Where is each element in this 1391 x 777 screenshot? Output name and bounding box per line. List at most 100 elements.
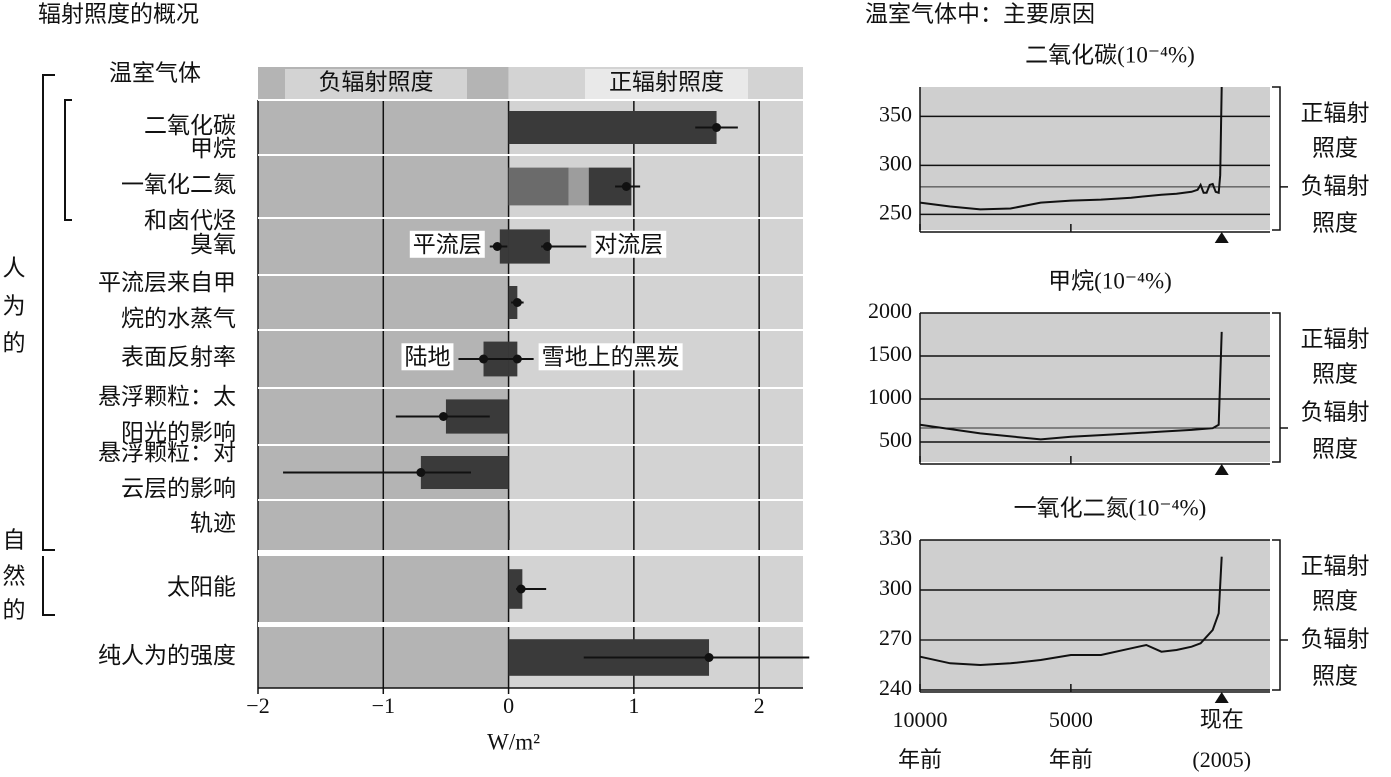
annotation: 负辐射 bbox=[1301, 399, 1370, 424]
annotation: 负辐射 bbox=[1301, 173, 1370, 198]
chart-title: 辐射照度的概况 bbox=[38, 1, 199, 26]
series-line bbox=[919, 331, 1223, 441]
band-label-box bbox=[585, 69, 748, 99]
segment-name: 平流层 bbox=[413, 232, 482, 257]
y-tick-label: 240 bbox=[879, 675, 912, 700]
x-tick-label: 0 bbox=[503, 693, 514, 718]
estimate-dot bbox=[542, 242, 552, 251]
row-label: 和卤代烃 bbox=[144, 208, 236, 233]
annotation: 照度 bbox=[1312, 663, 1358, 688]
row-label: 悬浮颗粒：太 bbox=[98, 384, 236, 409]
annotation: 正辐射 bbox=[1301, 326, 1370, 351]
name-box bbox=[409, 230, 485, 258]
x-tick-label: 5000 bbox=[1049, 707, 1093, 732]
bar bbox=[508, 111, 717, 144]
group-label: 为 bbox=[3, 293, 26, 318]
name-box bbox=[538, 343, 683, 371]
y-tick-label: 300 bbox=[879, 150, 912, 175]
x-tick-label: 年前 bbox=[1049, 747, 1093, 772]
present-marker bbox=[1214, 692, 1229, 703]
row-label: 纯人为的强度 bbox=[98, 643, 236, 668]
band-label: 正辐射照度 bbox=[609, 69, 724, 94]
annotation: 正辐射 bbox=[1301, 100, 1370, 125]
segment-name: 陆地 bbox=[404, 344, 450, 369]
row-label: 臭氧 bbox=[190, 232, 236, 257]
series-line bbox=[919, 556, 1223, 667]
x-tick-label: (2005) bbox=[1192, 747, 1251, 772]
gas-bracket bbox=[64, 99, 72, 221]
group-label: 然 bbox=[3, 563, 26, 588]
y-tick-label: 250 bbox=[879, 199, 912, 224]
y-tick-label: 330 bbox=[879, 525, 912, 550]
header-label: 温室气体 bbox=[109, 60, 201, 85]
segment-name: 雪地上的黑炭 bbox=[542, 344, 680, 369]
y-tick-label: 1500 bbox=[868, 341, 912, 366]
row-label: 太阳能 bbox=[167, 574, 236, 599]
bar bbox=[508, 167, 569, 206]
row-label: 轨迹 bbox=[190, 510, 236, 535]
row-label: 烷的水蒸气 bbox=[121, 306, 236, 331]
estimate-dot bbox=[492, 242, 502, 251]
row-label: 二氧化碳 bbox=[144, 113, 236, 138]
annotation-bracket bbox=[1272, 86, 1288, 231]
estimate-dot bbox=[512, 354, 522, 364]
row-label: 阳光的影响 bbox=[121, 420, 236, 445]
name-box bbox=[401, 343, 454, 371]
x-tick-label: −2 bbox=[246, 693, 269, 718]
estimate-dot bbox=[512, 298, 522, 307]
x-axis-label: W/m² bbox=[487, 729, 540, 754]
annotation: 正辐射 bbox=[1301, 553, 1370, 578]
group-bracket bbox=[42, 74, 55, 616]
estimate-dot bbox=[438, 412, 448, 421]
x-tick-label: 现在 bbox=[1200, 707, 1244, 732]
annotation: 照度 bbox=[1312, 361, 1358, 386]
row-label: 悬浮颗粒：对 bbox=[98, 440, 236, 465]
name-box bbox=[591, 230, 667, 258]
band-label-box bbox=[285, 69, 467, 99]
row-label: 一氧化二氮 bbox=[121, 172, 236, 197]
estimate-dot bbox=[621, 182, 631, 191]
estimate-dot bbox=[479, 354, 489, 364]
y-tick-label: 1000 bbox=[868, 384, 912, 409]
y-tick-label: 2000 bbox=[868, 298, 912, 323]
annotation-bracket bbox=[1272, 539, 1288, 691]
x-tick-label: 1 bbox=[628, 693, 639, 718]
plot-background bbox=[920, 313, 1270, 462]
annotation: 负辐射 bbox=[1301, 626, 1370, 651]
chart-subtitle: 二氧化碳(10⁻⁴%) bbox=[1025, 42, 1195, 67]
x-tick-label: 10000 bbox=[893, 707, 948, 732]
x-tick-label: 2 bbox=[754, 693, 765, 718]
estimate-dot bbox=[712, 123, 722, 132]
y-tick-label: 350 bbox=[879, 101, 912, 126]
chart-title: 温室气体中：主要原因 bbox=[865, 1, 1095, 26]
chart-subtitle: 甲烷(10⁻⁴%) bbox=[1048, 268, 1172, 293]
x-tick-label: 年前 bbox=[898, 747, 942, 772]
present-marker bbox=[1214, 464, 1229, 475]
y-tick-label: 500 bbox=[879, 427, 912, 452]
estimate-dot bbox=[416, 468, 426, 477]
present-marker bbox=[1214, 232, 1229, 243]
row-label: 平流层来自甲 bbox=[98, 270, 236, 295]
band-label: 负辐射照度 bbox=[319, 69, 434, 94]
bar bbox=[568, 167, 589, 206]
series-line bbox=[919, 86, 1223, 211]
group-label: 的 bbox=[3, 330, 26, 355]
row-label: 云层的影响 bbox=[121, 476, 236, 501]
annotation: 照度 bbox=[1312, 436, 1358, 461]
group-label: 的 bbox=[3, 597, 26, 622]
annotation: 照度 bbox=[1312, 135, 1358, 160]
group-label: 自 bbox=[3, 527, 26, 552]
estimate-dot bbox=[704, 653, 714, 662]
segment-name: 对流层 bbox=[594, 232, 663, 257]
bar bbox=[508, 569, 523, 609]
annotation: 照度 bbox=[1312, 210, 1358, 235]
row-label: 表面反射率 bbox=[121, 344, 236, 369]
row-label: 甲烷 bbox=[190, 136, 236, 161]
bar bbox=[508, 510, 510, 540]
y-tick-label: 300 bbox=[879, 575, 912, 600]
chart-subtitle: 一氧化二氮(10⁻⁴%) bbox=[1014, 495, 1207, 520]
plot-background bbox=[920, 87, 1270, 230]
estimate-dot bbox=[516, 584, 526, 594]
y-tick-label: 270 bbox=[879, 625, 912, 650]
